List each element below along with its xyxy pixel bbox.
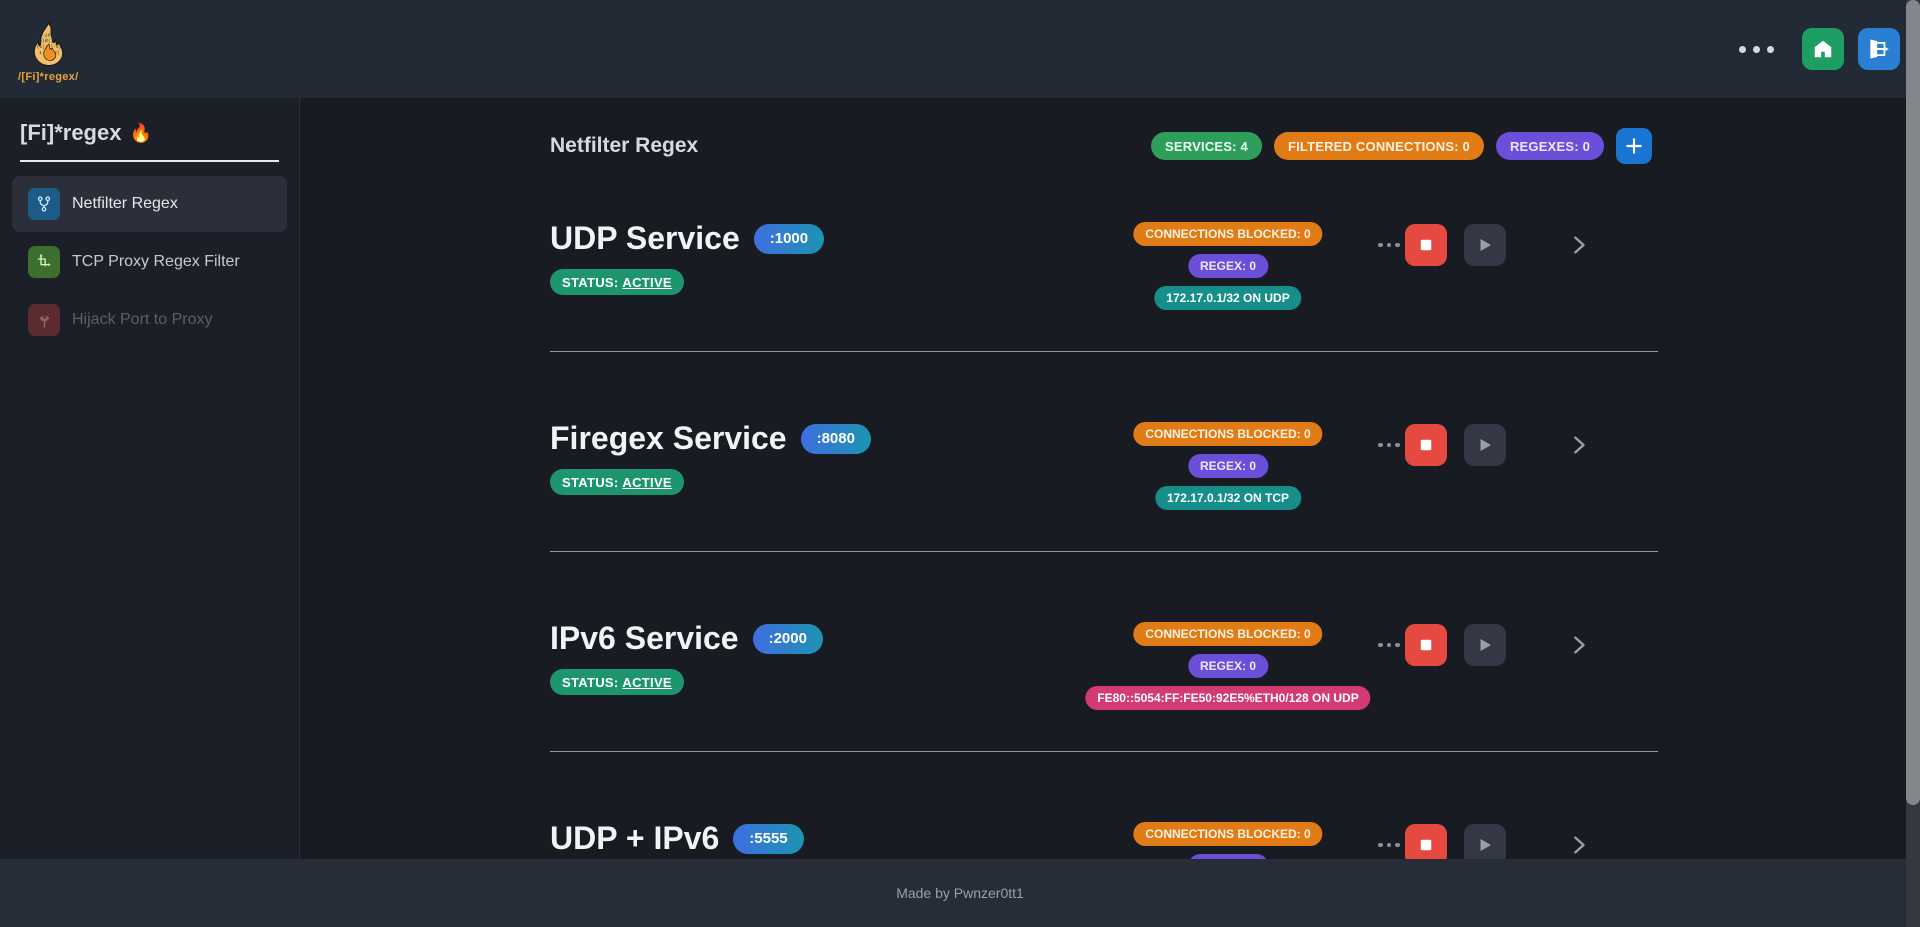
- svg-text:]-9}: ]-9}: [51, 44, 62, 50]
- svg-text:z}: z}: [54, 50, 60, 56]
- svg-text:-20-!: -20-!: [42, 32, 57, 38]
- svg-text:(1}|: (1}|: [37, 44, 48, 50]
- svg-text:1: 1: [39, 50, 42, 56]
- svg-text:0}@{;: 0}@{;: [39, 38, 54, 44]
